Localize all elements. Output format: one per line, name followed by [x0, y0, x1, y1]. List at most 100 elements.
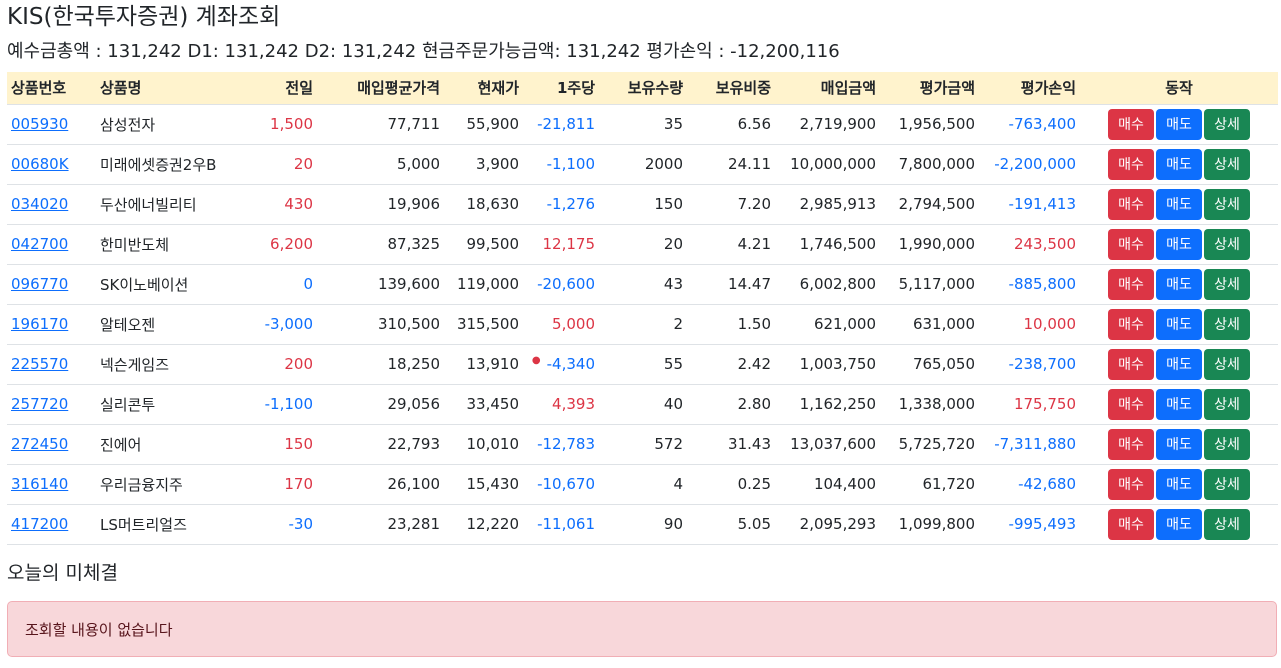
stock-code-link[interactable]: 196170: [11, 315, 69, 333]
header-per-share: 1주당: [556, 79, 595, 98]
detail-button[interactable]: 상세: [1204, 388, 1250, 420]
dot-marker-icon: ●: [531, 355, 541, 366]
stock-code-link[interactable]: 042700: [11, 235, 69, 253]
eval-amount: 1,956,500: [898, 115, 975, 133]
buy-button[interactable]: 매수: [1108, 148, 1154, 180]
current-price: 33,450: [466, 395, 520, 413]
detail-button[interactable]: 상세: [1204, 428, 1250, 460]
eval-pl: -885,800: [1008, 275, 1076, 293]
table-row: 417200 LS머트리얼즈 -30 23,281 12,220 -11,061 90 5.0…: [7, 503, 1278, 545]
buy-button[interactable]: 매수: [1108, 188, 1154, 220]
table-row: 034020 두산에너빌리티 430 19,906 18,630 -1,276 150 7.2…: [7, 183, 1278, 224]
detail-button[interactable]: 상세: [1204, 148, 1250, 180]
eval-pl: 175,750: [1013, 395, 1076, 413]
stock-code-link[interactable]: 096770: [11, 275, 69, 293]
sell-button[interactable]: 매도: [1156, 508, 1202, 540]
per-share-pl: 4,393: [552, 395, 595, 413]
stock-name: 미래에셋증권2우B: [100, 155, 217, 174]
buy-button[interactable]: 매수: [1108, 108, 1154, 140]
holding-weight: 6.56: [737, 115, 771, 133]
buy-amount: 2,985,913: [799, 195, 876, 213]
per-share-pl: -11,061: [537, 515, 595, 533]
table-row: 225570 넥슨게임즈 200 18,250 13,910 ● -4,340 55 2.42 1…: [7, 343, 1278, 384]
current-price: 12,220: [466, 515, 520, 533]
header-quantity: 보유수량: [627, 79, 683, 98]
buy-button[interactable]: 매수: [1108, 428, 1154, 460]
holding-weight: 2.42: [737, 355, 771, 373]
sell-button[interactable]: 매도: [1156, 108, 1202, 140]
stock-name: LS머트리얼즈: [100, 515, 187, 534]
detail-button[interactable]: 상세: [1204, 348, 1250, 380]
avg-buy-price: 26,100: [387, 475, 441, 493]
eval-amount: 1,990,000: [898, 235, 975, 253]
account-summary: 예수금총액 : 131,242 D1: 131,242 D2: 131,242 …: [7, 41, 840, 62]
eval-amount: 61,720: [922, 475, 976, 493]
header-actions: 동작: [1165, 79, 1193, 98]
detail-button[interactable]: 상세: [1204, 108, 1250, 140]
per-share-pl: -1,276: [546, 195, 595, 213]
sell-button[interactable]: 매도: [1156, 228, 1202, 260]
per-share-pl: -1,100: [546, 155, 595, 173]
per-share-pl: -12,783: [537, 435, 595, 453]
stock-code-link[interactable]: 225570: [11, 355, 69, 373]
stock-code-link[interactable]: 272450: [11, 435, 69, 453]
stock-code-link[interactable]: 417200: [11, 515, 69, 533]
current-price: 15,430: [466, 475, 520, 493]
sell-button[interactable]: 매도: [1156, 148, 1202, 180]
sell-button[interactable]: 매도: [1156, 388, 1202, 420]
eval-pl: -2,200,000: [994, 155, 1076, 173]
stock-code-link[interactable]: 257720: [11, 395, 69, 413]
stock-code-link[interactable]: 316140: [11, 475, 69, 493]
buy-button[interactable]: 매수: [1108, 468, 1154, 500]
buy-button[interactable]: 매수: [1108, 348, 1154, 380]
stock-code-link[interactable]: 005930: [11, 115, 69, 133]
buy-amount: 1,003,750: [799, 355, 876, 373]
detail-button[interactable]: 상세: [1204, 268, 1250, 300]
holding-weight: 1.50: [737, 315, 771, 333]
eval-pl: 10,000: [1023, 315, 1077, 333]
buy-amount: 10,000,000: [790, 155, 876, 173]
detail-button[interactable]: 상세: [1204, 508, 1250, 540]
detail-button[interactable]: 상세: [1204, 188, 1250, 220]
header-code: 상품번호: [11, 79, 67, 98]
current-price: 13,910: [466, 355, 520, 373]
per-share-pl: -20,600: [537, 275, 595, 293]
holding-quantity: 2000: [644, 155, 683, 173]
holding-quantity: 20: [663, 235, 683, 253]
holding-quantity: 55: [663, 355, 683, 373]
stock-code-link[interactable]: 034020: [11, 195, 69, 213]
buy-button[interactable]: 매수: [1108, 508, 1154, 540]
per-share-pl: -21,811: [537, 115, 595, 133]
detail-button[interactable]: 상세: [1204, 468, 1250, 500]
sell-button[interactable]: 매도: [1156, 468, 1202, 500]
sell-button[interactable]: 매도: [1156, 268, 1202, 300]
current-price: 10,010: [466, 435, 520, 453]
buy-button[interactable]: 매수: [1108, 388, 1154, 420]
buy-amount: 1,746,500: [799, 235, 876, 253]
sell-button[interactable]: 매도: [1156, 188, 1202, 220]
sell-button[interactable]: 매도: [1156, 428, 1202, 460]
detail-button[interactable]: 상세: [1204, 228, 1250, 260]
table-row: 00680K 미래에셋증권2우B 20 5,000 3,900 -1,100 2000 24.…: [7, 143, 1278, 184]
buy-button[interactable]: 매수: [1108, 268, 1154, 300]
header-eval-amount: 평가금액: [919, 79, 975, 98]
eval-amount: 5,117,000: [898, 275, 975, 293]
current-price: 3,900: [476, 155, 519, 173]
stock-name: 두산에너빌리티: [100, 195, 197, 214]
avg-buy-price: 23,281: [387, 515, 441, 533]
detail-button[interactable]: 상세: [1204, 308, 1250, 340]
sell-button[interactable]: 매도: [1156, 348, 1202, 380]
buy-button[interactable]: 매수: [1108, 228, 1154, 260]
holding-weight: 2.80: [737, 395, 771, 413]
prev-day-change: -3,000: [264, 315, 313, 333]
sell-button[interactable]: 매도: [1156, 308, 1202, 340]
per-share-pl: 5,000: [552, 315, 595, 333]
avg-buy-price: 19,906: [387, 195, 441, 213]
page-title: KIS(한국투자증권) 계좌조회: [7, 4, 281, 30]
stock-code-link[interactable]: 00680K: [11, 155, 69, 173]
header-avg-price: 매입평균가격: [357, 79, 440, 98]
holding-weight: 0.25: [737, 475, 771, 493]
buy-button[interactable]: 매수: [1108, 308, 1154, 340]
holdings-body: 005930 삼성전자 1,500 77,711 55,900 -21,811 35 6.56…: [7, 103, 1278, 545]
avg-buy-price: 77,711: [387, 115, 441, 133]
